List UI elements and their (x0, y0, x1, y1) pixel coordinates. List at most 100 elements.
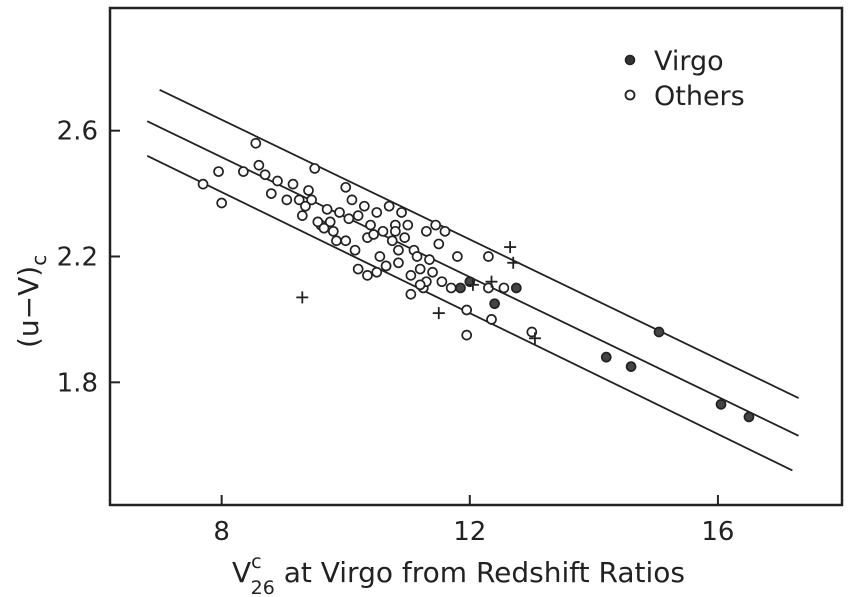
others-point (414, 279, 426, 291)
others-point (380, 260, 392, 272)
others-point (393, 257, 404, 269)
others-point (368, 229, 379, 240)
plus-point (296, 291, 309, 304)
others-point (498, 282, 510, 294)
x-tick-label: 16 (701, 517, 734, 547)
y-axis-label: (u−V)c (12, 255, 51, 348)
others-point (461, 304, 473, 316)
y-axis-label-sub: c (27, 255, 51, 266)
x-axis-label-sub: 26 (251, 577, 275, 597)
others-point (452, 251, 463, 262)
virgo-point (743, 411, 755, 423)
data-points (197, 137, 755, 423)
others-point (461, 329, 473, 341)
virgo-point (715, 398, 727, 410)
legend-virgo-marker (624, 54, 636, 66)
others-point (306, 194, 317, 206)
others-point (309, 163, 321, 174)
y-tick-label: 2.2 (57, 243, 98, 273)
others-point (405, 270, 417, 281)
others-point (358, 200, 370, 212)
others-point (421, 225, 432, 237)
others-point (371, 207, 383, 218)
others-point (374, 251, 386, 262)
others-point (312, 216, 324, 228)
others-point (250, 137, 262, 149)
others-point (303, 185, 314, 196)
others-point (393, 244, 404, 256)
others-point (321, 203, 333, 215)
others-point (365, 219, 376, 231)
x-tick-label: 8 (213, 517, 230, 547)
others-point (327, 225, 339, 237)
others-point (287, 178, 299, 190)
others-point (300, 200, 311, 212)
others-point (238, 166, 249, 177)
fit-line-1 (159, 88, 799, 399)
plus-point (504, 241, 517, 254)
others-point (213, 166, 224, 177)
x-axis-label: Vc 26 at Virgo from Redshift Ratios (232, 551, 685, 597)
y-tick-label: 2.6 (57, 117, 98, 147)
others-point (324, 216, 336, 228)
others-point (352, 210, 364, 221)
others-point (436, 276, 448, 288)
virgo-point (455, 282, 466, 294)
others-point (445, 282, 457, 294)
others-point (362, 270, 373, 281)
others-point (424, 254, 435, 265)
others-point (346, 194, 358, 206)
x-axis-ticks: 8 12 16 (213, 495, 734, 547)
others-point (396, 207, 407, 218)
others-point (272, 175, 283, 187)
others-point (253, 159, 265, 171)
others-point (265, 188, 277, 199)
x-axis-label-sup: c (251, 551, 261, 573)
plus-point (432, 307, 445, 320)
virgo-point (653, 326, 665, 338)
others-point (352, 263, 364, 275)
others-point (340, 181, 352, 193)
others-point (433, 238, 445, 250)
others-point (483, 251, 494, 262)
plus-point (528, 332, 541, 345)
virgo-point (510, 282, 522, 294)
others-point (383, 200, 395, 212)
x-axis-label-main: V (232, 556, 251, 589)
plus-point (466, 278, 479, 291)
virgo-point (489, 298, 500, 310)
others-point (371, 266, 383, 278)
others-point (197, 178, 209, 190)
legend: Virgo Others (624, 46, 745, 112)
others-point (427, 266, 438, 278)
others-point (414, 263, 426, 275)
legend-others-label: Others (654, 81, 745, 112)
others-point (281, 194, 293, 206)
others-point (349, 244, 361, 256)
others-point (390, 225, 401, 237)
others-point (399, 232, 411, 243)
others-point (259, 169, 271, 181)
x-axis-label-rest: at Virgo from Redshift Ratios (275, 556, 685, 589)
plus-point (507, 256, 520, 269)
others-point (296, 210, 308, 221)
others-point (402, 219, 414, 231)
others-point (331, 235, 342, 247)
others-point (293, 194, 305, 206)
legend-others-marker (624, 89, 636, 101)
legend-virgo-label: Virgo (654, 46, 724, 77)
y-axis-label-main: (u−V) (12, 266, 45, 348)
others-point (343, 213, 355, 225)
y-axis-ticks: 1.8 2.2 2.6 (57, 117, 120, 398)
others-point (405, 288, 417, 300)
others-point (216, 197, 228, 209)
others-point (411, 251, 423, 262)
others-point (486, 314, 497, 325)
others-point (377, 225, 389, 237)
others-point (439, 225, 451, 237)
others-point (318, 222, 330, 234)
others-point (334, 207, 345, 218)
others-point (386, 235, 398, 247)
x-tick-label: 12 (453, 517, 486, 547)
